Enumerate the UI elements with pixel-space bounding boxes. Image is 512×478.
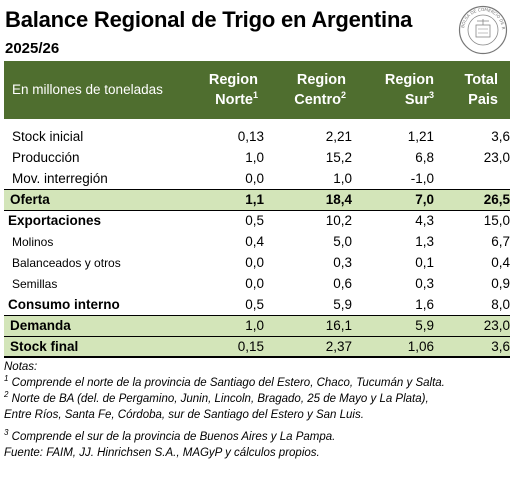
- footnote-2: 2 Norte de BA (del. de Pergamino, Junin,…: [4, 390, 429, 405]
- footnote-2-cont: Entre Ríos, Santa Fe, Córdoba, sur de Sa…: [4, 409, 364, 421]
- col-header-norte: Region Norte1: [208, 72, 258, 108]
- col-header-centro: Region Centro2: [294, 72, 346, 108]
- footnote-3: 3 Comprende el sur de la provincia de Bu…: [4, 428, 336, 443]
- table-row-exportaciones: Exportaciones 0,5 10,2 4,3 15,0: [8, 213, 510, 229]
- table-row-oferta: Oferta 1,1 18,4 7,0 26,5: [4, 188, 510, 211]
- footnotes: Notas: 1 Comprende el norte de la provin…: [4, 359, 445, 461]
- table-row: Producción 1,0 15,2 6,8 23,0: [12, 150, 510, 165]
- svg-text:BOLSA DE COMERCIO DE ROSARIO: BOLSA DE COMERCIO DE ROSARIO: [458, 5, 506, 30]
- notes-heading: Notas:: [4, 361, 38, 373]
- table-row: Stock inicial 0,13 2,21 1,21 3,6: [12, 129, 510, 144]
- page-title: Balance Regional de Trigo en Argentina: [5, 7, 413, 32]
- table-row-stock-final: Stock final 0,15 2,37 1,06 3,6: [4, 335, 510, 358]
- table-row: Molinos 0,4 5,0 1,3 6,7: [12, 234, 510, 249]
- exchange-seal-logo: BOLSA DE COMERCIO DE ROSARIO: [458, 5, 508, 55]
- footnote-1: 1 Comprende el norte de la provincia de …: [4, 374, 445, 389]
- table-row-demanda: Demanda 1,0 16,1 5,9 23,0: [4, 314, 510, 337]
- table-row: Mov. interregión 0,0 1,0 -1,0: [12, 170, 434, 186]
- unit-label: En millones de toneladas: [12, 82, 163, 97]
- balance-table: En millones de toneladas Region Norte1 Re…: [4, 61, 510, 358]
- season-label: 2025/26: [5, 40, 60, 57]
- source-note: Fuente: FAIM, JJ. Hinrichsen S.A., MAGyP…: [4, 447, 320, 459]
- col-header-sur: Region Sur3: [384, 72, 434, 108]
- table-row-consumo: Consumo interno 0,5 5,9 1,6 8,0: [8, 296, 510, 312]
- table-row: Semillas 0,0 0,6 0,3 0,9: [12, 276, 510, 291]
- table-row: Balanceados y otros 0,0 0,3 0,1 0,4: [12, 255, 510, 270]
- col-header-total: Total Pais: [464, 72, 498, 108]
- table-header-row: En millones de toneladas Region Norte1 Re…: [4, 61, 510, 119]
